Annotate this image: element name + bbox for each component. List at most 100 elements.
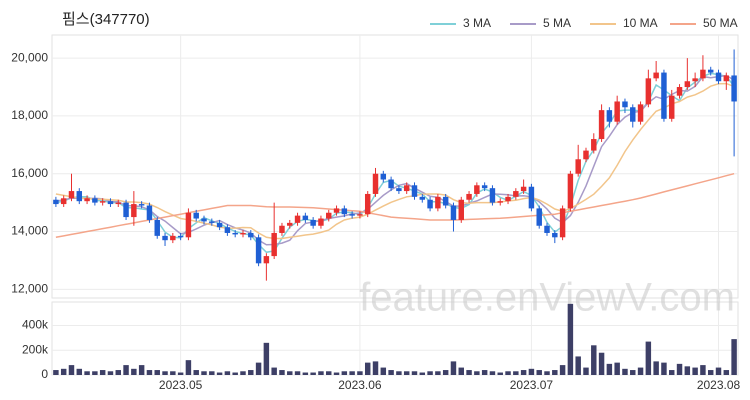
- candle-body: [583, 150, 589, 160]
- volume-bar: [403, 371, 410, 375]
- chart-title: 핌스(347770): [62, 11, 150, 28]
- ma-line: [55, 74, 735, 246]
- ma-line: [55, 72, 735, 254]
- volume-bar: [138, 365, 145, 375]
- volume-bar: [209, 371, 215, 375]
- y-tick-label: 18,000: [11, 108, 48, 122]
- candle-body: [458, 199, 464, 220]
- y-tick-label: 14,000: [11, 224, 48, 238]
- candle-body: [115, 202, 121, 205]
- volume-bar: [263, 342, 270, 375]
- volume-bar: [349, 371, 355, 375]
- y-tick-label: 20,000: [11, 50, 48, 64]
- candle-body: [349, 214, 355, 216]
- candle-body: [707, 69, 714, 73]
- candle-body: [450, 205, 457, 220]
- volume-bar: [123, 365, 129, 375]
- candle-body: [505, 196, 511, 202]
- candle-body: [255, 237, 262, 264]
- volume-bar: [715, 367, 722, 375]
- candle-body: [614, 101, 620, 122]
- volume-bar: [466, 370, 472, 375]
- volume-bar: [536, 370, 542, 375]
- volume-bar: [528, 368, 535, 375]
- volume-bar: [154, 370, 160, 375]
- candle-body: [723, 75, 730, 82]
- volume-bar: [419, 372, 426, 375]
- volume-bar: [271, 367, 277, 375]
- volume-bar: [333, 372, 340, 375]
- volume-bar: [427, 371, 433, 375]
- volume-bar: [661, 362, 667, 375]
- candle-body: [193, 212, 199, 219]
- candle-body: [466, 193, 472, 200]
- volume-bar: [255, 362, 262, 375]
- candle-body: [201, 218, 207, 222]
- volume-bar: [707, 370, 714, 375]
- candle-body: [170, 235, 176, 241]
- candle-body: [177, 235, 184, 238]
- candle-body: [224, 227, 231, 233]
- volume-bar: [107, 371, 114, 375]
- candle-body: [630, 107, 636, 122]
- candle-body: [661, 72, 667, 119]
- volume-bar: [53, 370, 59, 375]
- candle-body: [123, 202, 129, 218]
- candle-body: [131, 204, 137, 218]
- volume-bar: [287, 371, 293, 375]
- volume-bar: [60, 368, 67, 375]
- candle-body: [53, 199, 59, 205]
- volume-bar: [68, 365, 75, 375]
- volume-bar: [372, 361, 379, 375]
- x-tick-label: 2023.08: [697, 378, 741, 392]
- volume-bar: [364, 362, 371, 375]
- volume-bar: [216, 372, 223, 375]
- y-tick-label: 0: [41, 367, 48, 381]
- candle-body: [318, 218, 324, 226]
- volume-bar: [224, 371, 231, 375]
- candle-body: [341, 208, 348, 215]
- candle-body: [240, 232, 246, 235]
- volume-bar: [591, 345, 597, 375]
- candle-body: [622, 101, 628, 108]
- volume-bar: [380, 367, 387, 375]
- volume-bar: [435, 371, 441, 375]
- candle-body: [263, 256, 270, 264]
- volume-bar: [458, 367, 464, 375]
- candle-body: [700, 69, 706, 79]
- candle-body: [396, 188, 402, 192]
- volume-bar: [193, 370, 199, 375]
- candle-body: [162, 235, 168, 241]
- volume-bar: [630, 370, 636, 375]
- volume-bar: [310, 372, 316, 375]
- volume-bar: [676, 363, 683, 375]
- candle-body: [372, 173, 379, 194]
- price-panel: [51, 34, 739, 299]
- volume-bar: [240, 371, 246, 375]
- volume-bar: [559, 365, 566, 375]
- candle-body: [326, 212, 332, 219]
- ma-line: [55, 82, 735, 240]
- candle-body: [92, 198, 98, 203]
- volume-bar: [294, 371, 301, 375]
- candle-body: [489, 188, 496, 203]
- y-tick-label: 400k: [22, 318, 49, 332]
- volume-bar: [505, 371, 511, 375]
- candle-body: [435, 196, 441, 209]
- candle-body: [388, 179, 394, 189]
- candle-body: [497, 201, 503, 203]
- candle-body: [645, 78, 652, 105]
- volume-bar: [131, 368, 137, 375]
- candle-body: [146, 205, 153, 220]
- volume-bar: [279, 370, 285, 375]
- volume-bar: [248, 370, 254, 375]
- candle-body: [552, 232, 558, 238]
- volume-bar: [318, 371, 324, 375]
- candle-body: [357, 214, 363, 216]
- y-tick-label: 12,000: [11, 282, 48, 296]
- volume-bar: [99, 370, 106, 375]
- volume-bar: [76, 368, 83, 375]
- candle-body: [60, 198, 67, 205]
- volume-bar: [341, 371, 348, 375]
